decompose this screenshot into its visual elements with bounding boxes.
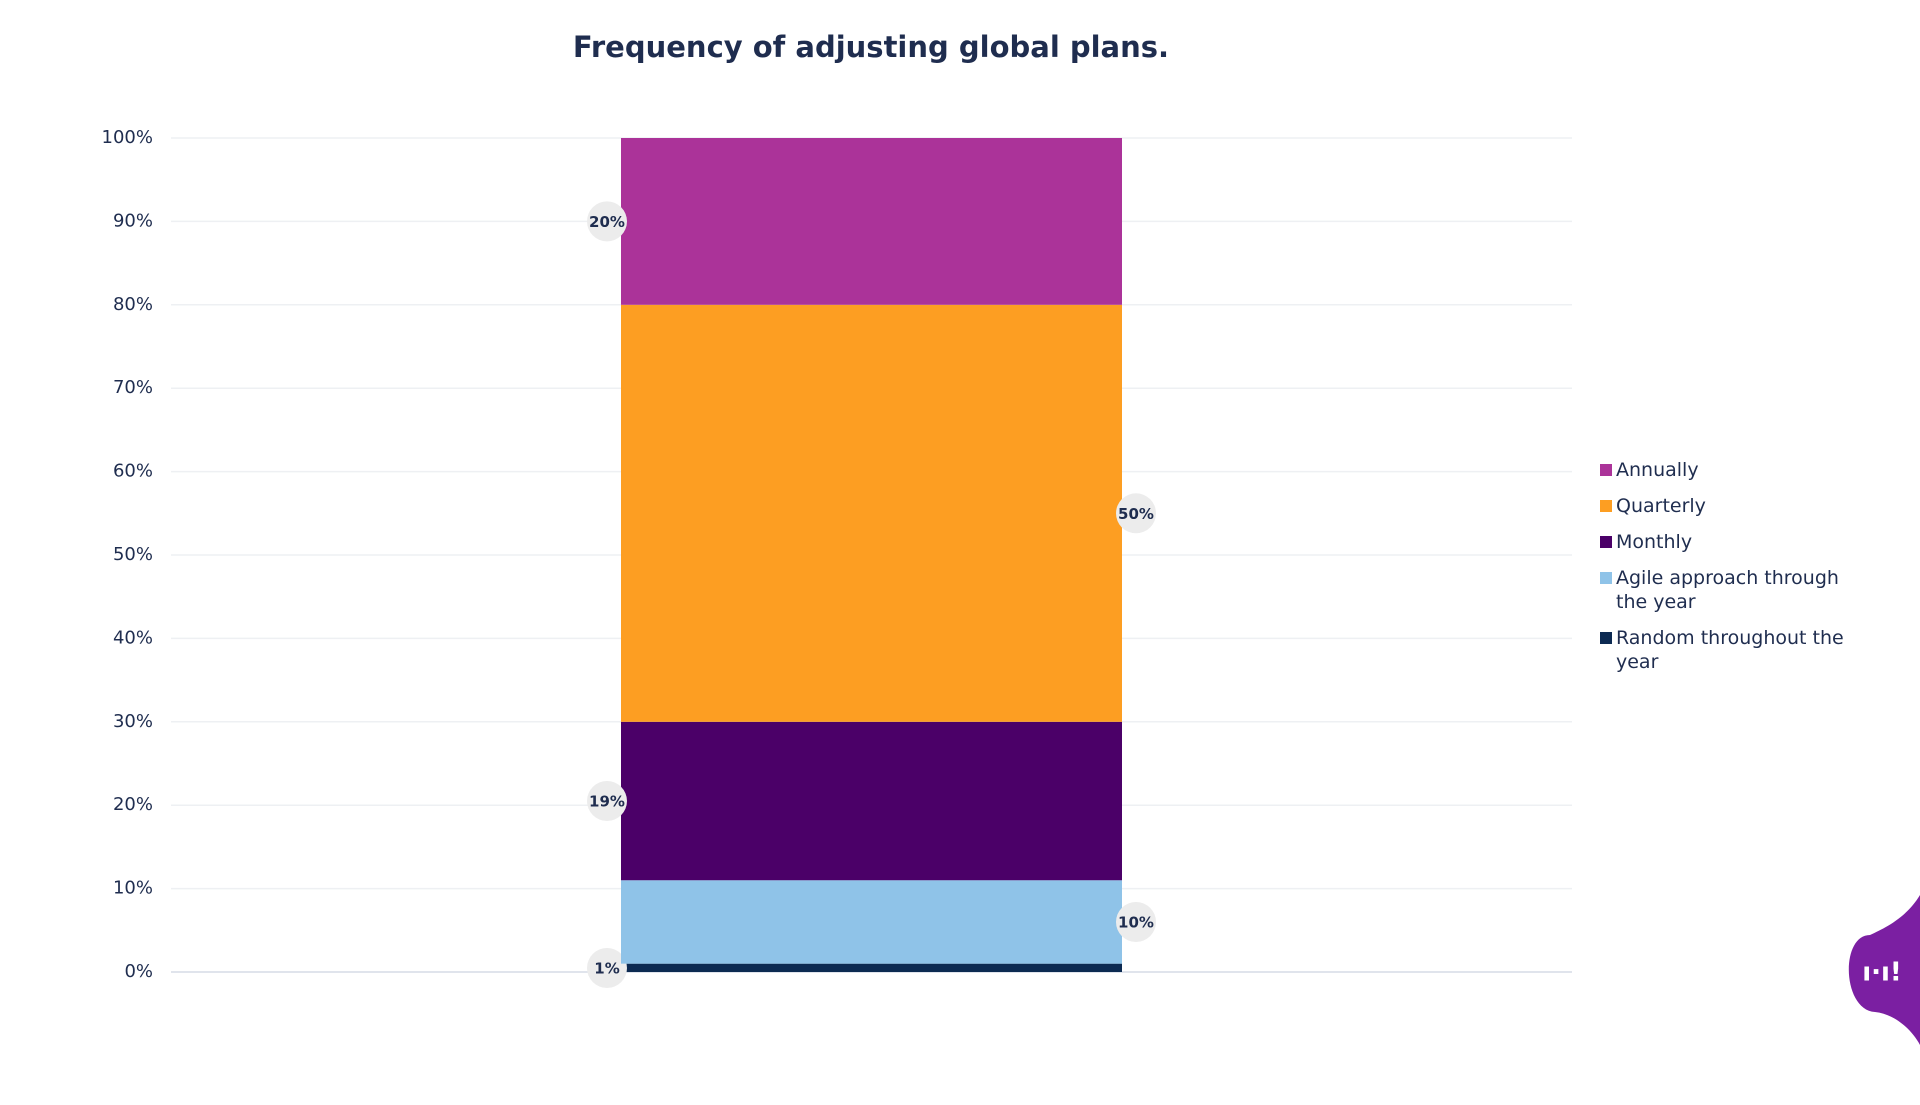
- svg-text:ı·ı!: ı·ı!: [1862, 958, 1902, 988]
- plot: 0% 10% 20% 30% 40% 50% 60% 70% 80% 90% 100% 1% 10% 19…: [102, 127, 1572, 988]
- value-label: 1%: [594, 960, 619, 978]
- y-tick-label: 0%: [124, 961, 153, 982]
- legend-item: Quarterly: [1600, 494, 1860, 518]
- label-bubble: [587, 948, 627, 988]
- logo: ı·ı!: [1848, 895, 1920, 1045]
- value-label: 50%: [1118, 505, 1154, 523]
- y-tick-label: 10%: [113, 878, 153, 899]
- y-tick-label: 60%: [113, 461, 153, 482]
- legend-label: Annually: [1616, 459, 1699, 481]
- value-label: 10%: [1118, 913, 1154, 931]
- bar-segment: [621, 304, 1122, 722]
- y-tick-label: 50%: [113, 544, 153, 565]
- legend-item: Monthly: [1600, 530, 1860, 554]
- legend: Annually Quarterly Monthly Agile approach t…: [1600, 458, 1860, 686]
- legend-item: Random throughout the year: [1600, 626, 1860, 674]
- bar-segment: [621, 138, 1122, 305]
- legend-swatch: [1600, 536, 1612, 548]
- label-bubble: [587, 201, 627, 242]
- y-tick-label: 30%: [113, 711, 153, 732]
- legend-label: Random throughout the year: [1616, 627, 1844, 673]
- y-tick-label: 20%: [113, 794, 153, 815]
- legend-label: Quarterly: [1616, 495, 1706, 517]
- legend-label: Agile approach through the year: [1616, 567, 1839, 613]
- legend-swatch: [1600, 500, 1612, 512]
- legend-item: Annually: [1600, 458, 1860, 482]
- legend-swatch: [1600, 572, 1612, 584]
- y-tick-label: 70%: [113, 377, 153, 398]
- bar-segment: [621, 880, 1122, 964]
- bar-segment: [621, 963, 1122, 972]
- label-bubble: [587, 781, 627, 822]
- y-tick-label: 90%: [113, 210, 153, 231]
- chart-title: Frequency of adjusting global plans.: [573, 30, 1169, 64]
- legend-swatch: [1600, 632, 1612, 644]
- y-tick-label: 40%: [113, 627, 153, 648]
- value-label: 19%: [589, 793, 625, 811]
- bar-segment: [621, 721, 1122, 881]
- legend-label: Monthly: [1616, 531, 1693, 553]
- y-tick-label: 80%: [113, 294, 153, 315]
- value-label: 20%: [589, 213, 625, 231]
- legend-item: Agile approach through the year: [1600, 566, 1860, 614]
- legend-swatch: [1600, 464, 1612, 476]
- label-bubble: [1116, 901, 1156, 942]
- y-tick-label: 100%: [102, 127, 153, 148]
- label-bubble: [1116, 493, 1156, 534]
